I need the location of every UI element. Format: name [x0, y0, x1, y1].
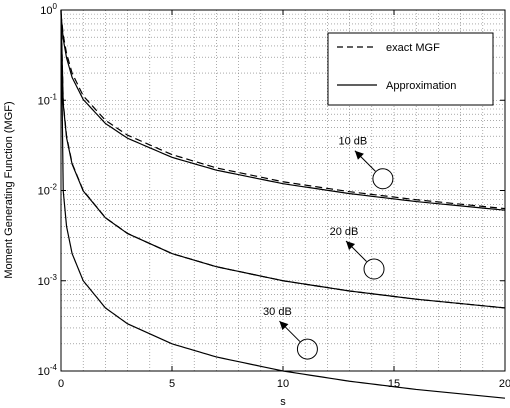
x-axis-label: s	[280, 396, 286, 408]
annotation-label: 20 dB	[330, 226, 359, 238]
y-tick-label: 10-4	[38, 363, 58, 378]
x-tick-label: 0	[58, 378, 64, 390]
curves	[60, 10, 506, 399]
legend-box	[327, 32, 494, 106]
x-tick-label: 5	[169, 378, 175, 390]
series-line-30db-solid	[60, 10, 506, 399]
annotation-arrowhead	[354, 150, 364, 160]
x-tick-label: 20	[499, 378, 510, 390]
legend-label-approximation: Approximation	[386, 80, 456, 92]
axis-ticks: 0 5 10 15 20 100 10-1 10-2 10-3 10-4	[38, 2, 510, 390]
annotation-circle	[296, 338, 318, 360]
series-line-10db-dashed	[60, 13, 506, 210]
annotation-label: 30 dB	[263, 306, 292, 318]
series-line-10db-solid	[60, 13, 506, 211]
legend: exact MGF Approximation	[327, 32, 494, 106]
x-tick-label: 10	[277, 378, 289, 390]
annotation-arrowhead	[346, 240, 356, 250]
y-tick-label: 10-3	[38, 273, 58, 288]
annotations: 10 dB 20 dB 30 dB	[263, 136, 394, 360]
x-tick-label: 15	[388, 378, 400, 390]
y-tick-label: 100	[40, 2, 57, 17]
annotation-circle	[363, 258, 385, 280]
legend-label-exact-mgf: exact MGF	[386, 42, 440, 54]
annotation-circle	[372, 168, 394, 190]
y-tick-label: 10-1	[38, 92, 58, 107]
y-axis-label: Moment Generating Function (MGF)	[3, 101, 15, 278]
annotation-label: 10 dB	[339, 136, 368, 148]
annotation-arrowhead	[279, 321, 289, 331]
series-line-20db-dashed	[60, 10, 506, 309]
y-tick-label: 10-2	[38, 183, 58, 198]
